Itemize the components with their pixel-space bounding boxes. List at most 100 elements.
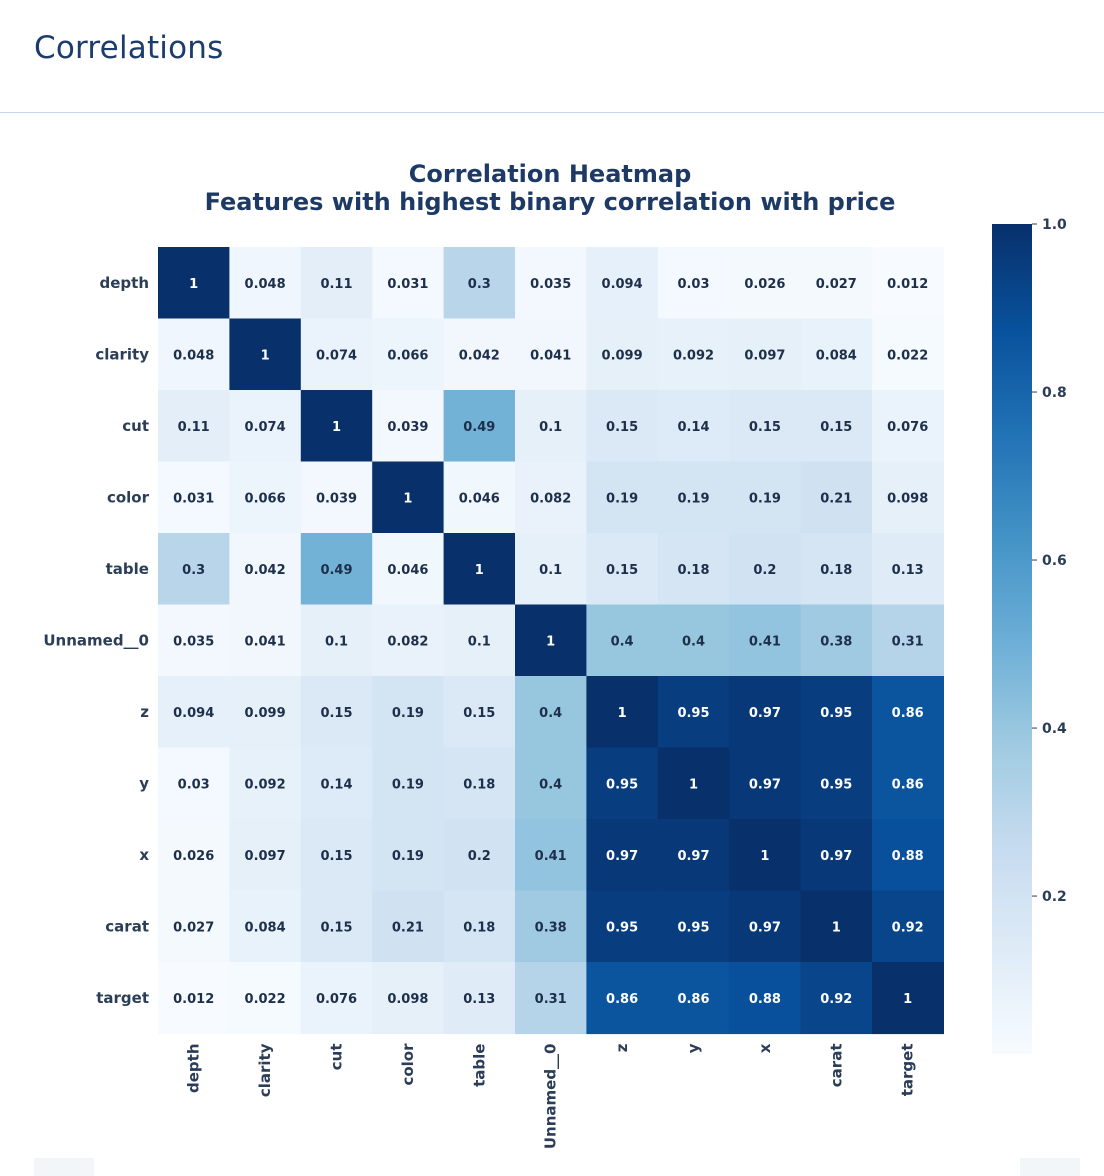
heatmap-cell-label: 0.041: [245, 634, 286, 649]
heatmap-cell: [657, 604, 730, 677]
heatmap-cell-label: 0.2: [753, 563, 776, 578]
row-labels: depth clarity cut color table Unnamed__0z y x ca…: [43, 274, 149, 1007]
heatmap-cell: [586, 390, 659, 463]
heatmap-cell: [443, 318, 516, 391]
row-label: z: [140, 703, 149, 721]
heatmap-cell: [657, 819, 730, 892]
heatmap-cell: [158, 604, 230, 677]
heatmap-cell-label: 0.13: [892, 563, 924, 578]
colorbar-tick-label: 0.2: [1042, 889, 1067, 905]
heatmap-cell-label: 0.86: [892, 777, 924, 792]
heatmap-cell: [800, 962, 873, 1035]
heatmap-cell: [372, 747, 445, 820]
heatmap-cell-label: 0.18: [677, 563, 709, 578]
heatmap-cell: [872, 962, 944, 1035]
colorbar-tick-label: 0.6: [1042, 553, 1067, 569]
heatmap-cell: [586, 461, 659, 534]
heatmap-cell-label: 0.38: [535, 920, 567, 935]
heatmap-cell: [729, 533, 802, 606]
heatmap-cell-label: 0.076: [316, 992, 357, 1007]
heatmap-cell-label: 0.95: [677, 920, 709, 935]
row-label: color: [107, 488, 150, 506]
heatmap-cell: [158, 533, 230, 606]
heatmap-cell-label: 0.95: [820, 706, 852, 721]
column-label: carat: [827, 1044, 845, 1088]
heatmap-cell: [515, 390, 587, 463]
heatmap-cell-label: 0.41: [749, 634, 781, 649]
heatmap-cell: [729, 962, 802, 1035]
heatmap-cell: [872, 676, 944, 749]
column-label: table: [470, 1044, 488, 1087]
heatmap-cell-label: 0.88: [749, 992, 781, 1007]
heatmap-cell: [729, 604, 802, 677]
heatmap-cell-label: 0.066: [245, 491, 286, 506]
heatmap-cell-label: 0.026: [173, 849, 214, 864]
heatmap-cell-label: 0.19: [749, 491, 781, 506]
heatmap-cell: [657, 962, 730, 1035]
heatmap-cell: [158, 676, 230, 749]
heatmap-cell-label: 0.4: [682, 634, 705, 649]
heatmap-cell: [372, 461, 445, 534]
heatmap-cell-label: 0.039: [316, 491, 357, 506]
heatmap-cell-label: 0.15: [320, 706, 352, 721]
chart-title-line-1: Correlation Heatmap: [409, 160, 692, 188]
heatmap-cell-label: 0.86: [606, 992, 638, 1007]
heatmap-cell-label: 0.41: [535, 849, 567, 864]
heatmap-cell: [800, 676, 873, 749]
heatmap-cell-label: 0.14: [677, 420, 709, 435]
heatmap-cell: [229, 604, 302, 677]
heatmap-cell-label: 0.4: [539, 706, 562, 721]
heatmap-cell-label: 0.21: [392, 920, 424, 935]
heatmap-cell-label: 0.97: [820, 849, 852, 864]
heatmap-cell: [729, 747, 802, 820]
heatmap-cell: [300, 676, 373, 749]
heatmap-cell-label: 0.49: [463, 420, 495, 435]
heatmap-cell: [800, 747, 873, 820]
heatmap-cell: [229, 247, 302, 320]
heatmap-cell-label: 0.86: [677, 992, 709, 1007]
row-label: carat: [105, 917, 149, 935]
heatmap-cell: [586, 247, 659, 320]
heatmap-cell-label: 0.18: [463, 920, 495, 935]
heatmap-cell-label: 0.14: [320, 777, 352, 792]
column-label: depth: [185, 1044, 203, 1094]
heatmap-cell-label: 0.046: [459, 491, 500, 506]
heatmap-cell: [229, 533, 302, 606]
heatmap-cell-label: 0.19: [392, 777, 424, 792]
row-label: depth: [100, 274, 150, 292]
heatmap-cell: [372, 604, 445, 677]
heatmap-cell-label: 0.097: [245, 849, 286, 864]
heatmap-cell: [158, 819, 230, 892]
heatmap-cell: [515, 962, 587, 1035]
heatmap-cell-label: 0.1: [539, 563, 562, 578]
heatmap-cell: [443, 747, 516, 820]
heatmap-cell-label: 0.3: [468, 277, 491, 292]
heatmap-cell-label: 0.15: [463, 706, 495, 721]
column-label: Unnamed__0: [542, 1044, 560, 1150]
heatmap-cell-label: 1: [261, 348, 270, 363]
heatmap-cell-label: 0.098: [887, 491, 928, 506]
heatmap-cell-label: 0.03: [677, 277, 709, 292]
heatmap-cell-label: 0.042: [459, 348, 500, 363]
colorbar-tick-label: 1.0: [1042, 217, 1067, 233]
heatmap-cell-label: 0.19: [677, 491, 709, 506]
heatmap-cell-label: 0.97: [749, 920, 781, 935]
heatmap-cell: [515, 819, 587, 892]
heatmap-cell-label: 0.048: [173, 348, 214, 363]
heatmap-cell-label: 1: [546, 634, 555, 649]
heatmap-cell-label: 0.027: [173, 920, 214, 935]
heatmap-cell: [515, 247, 587, 320]
heatmap-cell: [300, 747, 373, 820]
heatmap-cell-label: 0.19: [392, 849, 424, 864]
heatmap-cell: [800, 533, 873, 606]
heatmap-cell: [372, 390, 445, 463]
heatmap-cell: [229, 390, 302, 463]
heatmap-cell: [800, 890, 873, 963]
heatmap-cell: [657, 676, 730, 749]
heatmap-cell: [443, 247, 516, 320]
heatmap-cell-label: 0.1: [539, 420, 562, 435]
heatmap-cell-label: 0.084: [816, 348, 857, 363]
heatmap-cell: [229, 890, 302, 963]
heatmap-cell: [729, 819, 802, 892]
